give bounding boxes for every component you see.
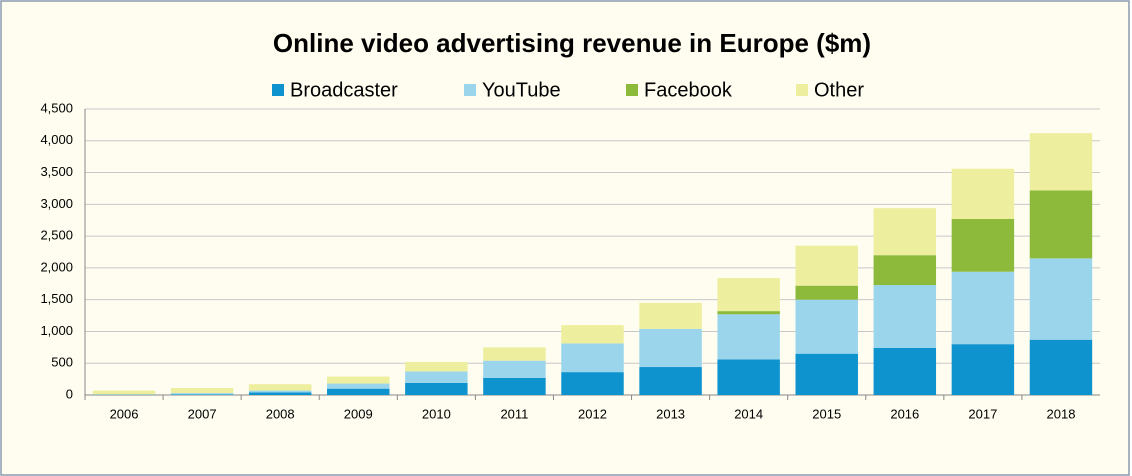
legend-swatch bbox=[464, 84, 476, 96]
bar-segment bbox=[405, 382, 468, 395]
bar-segment bbox=[873, 285, 937, 348]
legend-swatch bbox=[626, 84, 638, 96]
bar-segment bbox=[405, 371, 468, 383]
bar-segment bbox=[327, 376, 390, 384]
x-tick-label: 2017 bbox=[968, 406, 997, 421]
y-tick-label: 2,500 bbox=[40, 228, 73, 243]
bar-segment bbox=[561, 372, 624, 395]
bar-segment bbox=[639, 302, 702, 329]
legend-swatch bbox=[796, 84, 808, 96]
y-tick-label: 1,500 bbox=[40, 291, 73, 306]
bar-segment bbox=[717, 314, 780, 360]
bar-segment bbox=[795, 299, 858, 354]
x-tick-label: 2009 bbox=[344, 406, 373, 421]
bar-segment bbox=[639, 328, 702, 368]
bar-segment bbox=[561, 343, 624, 373]
bar-segment bbox=[639, 367, 702, 395]
bar-segment bbox=[170, 394, 234, 395]
bar-segment bbox=[795, 245, 858, 286]
bar-segment bbox=[717, 311, 780, 315]
x-tick-label: 2016 bbox=[890, 406, 919, 421]
x-tick-label: 2008 bbox=[266, 406, 295, 421]
bar-segment bbox=[1029, 339, 1093, 395]
bar-segment bbox=[248, 392, 312, 395]
bar-segment bbox=[717, 359, 780, 395]
chart-title: Online video advertising revenue in Euro… bbox=[273, 28, 871, 58]
bar-segment bbox=[795, 285, 858, 300]
bar-segment bbox=[327, 383, 390, 389]
bar-segment bbox=[873, 208, 937, 256]
bar-segment bbox=[561, 325, 624, 344]
bar-segment bbox=[92, 390, 156, 395]
bar-segment bbox=[483, 377, 546, 395]
y-tick-label: 2,000 bbox=[40, 259, 73, 274]
bar-segment bbox=[483, 360, 546, 378]
x-tick-label: 2010 bbox=[422, 406, 451, 421]
legend-label: Other bbox=[814, 79, 864, 101]
x-tick-label: 2006 bbox=[110, 406, 139, 421]
x-tick-label: 2013 bbox=[656, 406, 685, 421]
y-tick-label: 3,000 bbox=[40, 196, 73, 211]
bar-segment bbox=[405, 361, 468, 372]
y-tick-label: 4,000 bbox=[40, 132, 73, 147]
bar-segment bbox=[951, 344, 1015, 395]
bar-segment bbox=[327, 388, 390, 395]
bar-segment bbox=[1029, 258, 1093, 340]
bar-segment bbox=[248, 384, 312, 391]
bar-segment bbox=[1029, 133, 1093, 191]
legend-label: Facebook bbox=[644, 79, 733, 101]
y-tick-label: 3,500 bbox=[40, 164, 73, 179]
bar-segment bbox=[873, 255, 937, 286]
y-tick-label: 0 bbox=[66, 386, 73, 401]
bar-segment bbox=[170, 393, 234, 395]
bar-segment bbox=[170, 388, 234, 394]
bar-segment bbox=[951, 218, 1015, 272]
bar-segment bbox=[795, 353, 858, 395]
x-tick-label: 2012 bbox=[578, 406, 607, 421]
bar-segment bbox=[717, 278, 780, 312]
bar-segment bbox=[248, 390, 312, 393]
legend-label: Broadcaster bbox=[290, 79, 398, 101]
x-tick-label: 2011 bbox=[500, 406, 528, 421]
x-tick-label: 2007 bbox=[188, 406, 217, 421]
bar-segment bbox=[951, 168, 1015, 219]
bar-segment bbox=[483, 347, 546, 361]
x-tick-label: 2014 bbox=[734, 406, 763, 421]
bar-segment bbox=[873, 347, 937, 395]
y-tick-label: 4,500 bbox=[40, 100, 73, 115]
legend-swatch bbox=[272, 84, 284, 96]
bar-segment bbox=[1029, 190, 1093, 259]
x-tick-label: 2018 bbox=[1047, 406, 1076, 421]
bar-segment bbox=[951, 271, 1015, 345]
legend-label: YouTube bbox=[482, 79, 561, 101]
x-tick-label: 2015 bbox=[812, 406, 841, 421]
y-tick-label: 1,000 bbox=[40, 323, 73, 338]
y-tick-label: 500 bbox=[51, 355, 73, 370]
